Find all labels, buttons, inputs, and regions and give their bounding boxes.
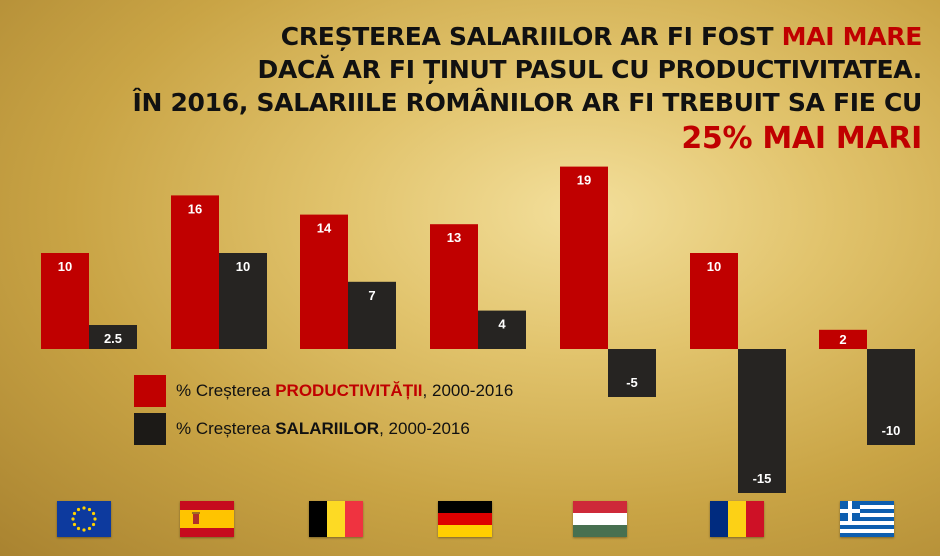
data-label-salaries-greece: -10 — [882, 423, 901, 438]
data-label-salaries-eu: 2.5 — [104, 331, 122, 346]
data-label-productivity-germany: 13 — [447, 230, 461, 245]
data-label-productivity-greece: 2 — [839, 332, 846, 347]
legend-label-salaries: % Creșterea SALARIILOR, 2000-2016 — [176, 418, 470, 438]
bar-productivity-hungary — [560, 166, 608, 349]
data-label-productivity-romania: 10 — [707, 259, 721, 274]
chart-legend: % Creșterea PRODUCTIVITĂȚII, 2000-2016 %… — [134, 374, 513, 450]
data-label-productivity-eu: 10 — [58, 259, 72, 274]
greece-flag-icon — [840, 501, 894, 537]
belgium-flag-icon — [309, 501, 363, 537]
bar-salaries-hungary — [608, 349, 656, 397]
data-label-productivity-spain: 16 — [188, 201, 202, 216]
headline-line-1-text: CREȘTEREA SALARIILOR AR FI FOST — [280, 22, 782, 51]
legend-item-productivity: % Creșterea PRODUCTIVITĂȚII, 2000-2016 — [134, 374, 513, 407]
data-label-productivity-belgium: 14 — [317, 221, 332, 236]
bar-salaries-eu — [89, 325, 137, 349]
bar-salaries-germany — [478, 310, 526, 349]
headline-line-3: ÎN 2016, SALARIILE ROMÂNILOR AR FI TREBU… — [132, 88, 922, 117]
bar-salaries-romania — [738, 349, 786, 493]
romania-flag-icon — [710, 501, 764, 537]
data-label-salaries-hungary: -5 — [626, 375, 638, 390]
data-label-salaries-romania: -15 — [753, 471, 772, 486]
germany-flag-icon — [438, 501, 492, 537]
bar-salaries-belgium — [348, 281, 396, 349]
headline-line-2: DACĂ AR FI ȚINUT PASUL CU PRODUCTIVITATE… — [257, 55, 923, 84]
bar-salaries-greece — [867, 349, 915, 445]
legend-swatch-productivity — [134, 374, 166, 407]
bar-productivity-eu — [41, 253, 89, 349]
bar-productivity-belgium — [300, 214, 348, 349]
data-label-salaries-spain: 10 — [236, 259, 250, 274]
headline: CREȘTEREA SALARIILOR AR FI FOST MAI MARE… — [132, 20, 922, 159]
spain-flag-icon — [180, 501, 234, 537]
legend-swatch-salaries — [134, 412, 166, 445]
bar-productivity-spain — [171, 195, 219, 349]
eu-flag-icon — [57, 501, 111, 537]
headline-line-1: CREȘTEREA SALARIILOR AR FI FOST MAI MARE — [132, 20, 923, 53]
headline-line-4: 25% MAI MARI — [681, 121, 922, 156]
data-label-salaries-germany: 4 — [498, 317, 506, 332]
bar-productivity-germany — [430, 224, 478, 349]
legend-label-productivity: % Creșterea PRODUCTIVITĂȚII, 2000-2016 — [176, 380, 514, 400]
legend-item-salaries: % Creșterea SALARIILOR, 2000-2016 — [134, 412, 513, 445]
data-label-productivity-hungary: 19 — [577, 173, 591, 188]
bar-salaries-spain — [219, 253, 267, 349]
bar-productivity-romania — [690, 253, 738, 349]
hungary-flag-icon — [573, 501, 627, 537]
headline-highlight: MAI MARE — [781, 22, 923, 51]
bar-productivity-greece — [819, 329, 867, 349]
data-label-salaries-belgium: 7 — [368, 288, 375, 303]
